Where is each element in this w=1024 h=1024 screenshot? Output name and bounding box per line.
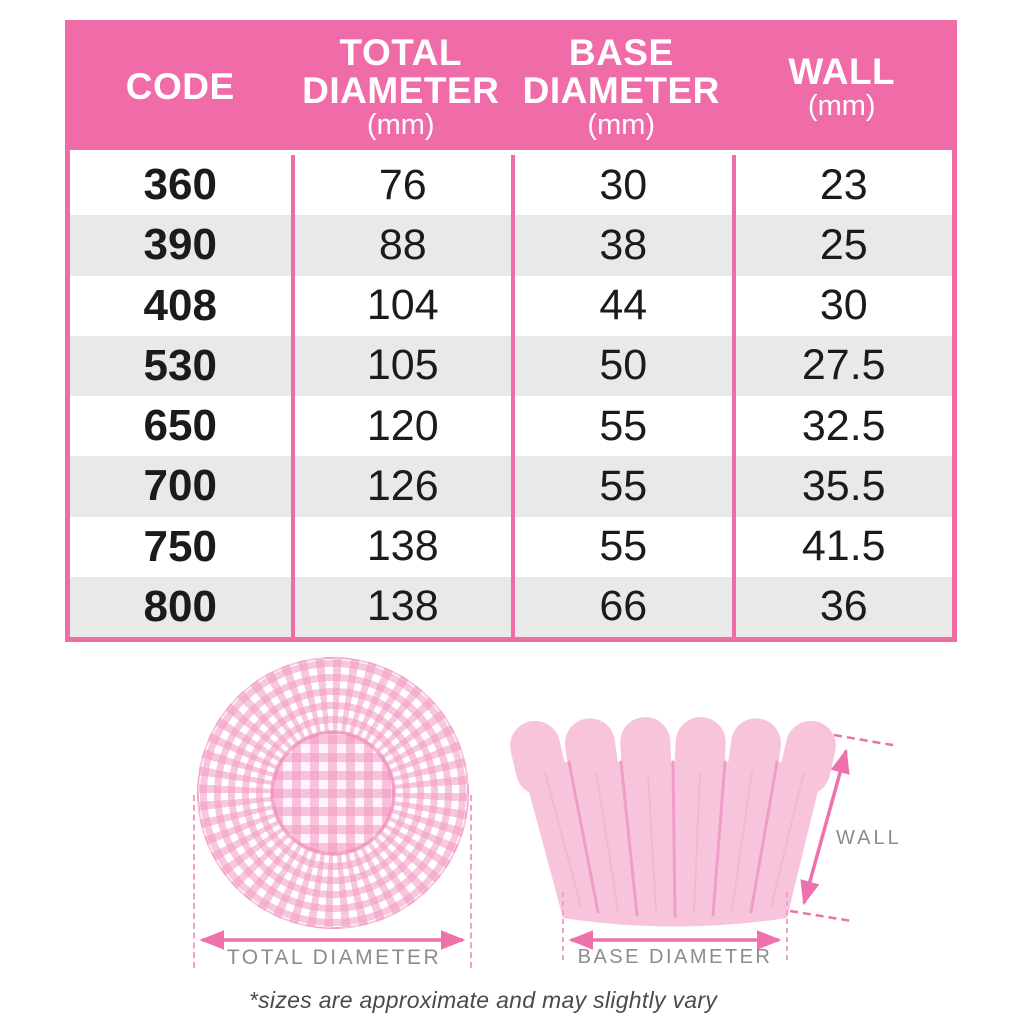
- cell-base-diameter: 66: [511, 576, 732, 637]
- cell-code: 530: [143, 340, 217, 390]
- cell-code: 750: [143, 521, 217, 571]
- cell-base-diameter: 55: [511, 396, 732, 457]
- header-label-wall: WALL: [788, 51, 896, 93]
- cell-code: 650: [143, 401, 217, 451]
- cell-total-diameter: 120: [290, 396, 512, 457]
- cell-base-diameter: 55: [511, 456, 732, 517]
- base-diameter-label: BASE DIAMETER: [577, 946, 773, 968]
- cell-total-diameter: 126: [290, 456, 512, 517]
- cell-total-diameter: 88: [290, 215, 512, 276]
- wall-dashed-top: [833, 733, 899, 748]
- wall-dashed-bottom: [789, 909, 853, 923]
- cell-code: 390: [143, 220, 217, 270]
- base-circle: [271, 731, 395, 855]
- cell-wall: 27.5: [731, 335, 953, 396]
- header-unit-base-diameter: (mm): [587, 109, 656, 142]
- table-row: 750 138 55 41.5: [70, 516, 953, 577]
- table-row: 800 138 66 36: [70, 576, 953, 637]
- cell-total-diameter: 76: [290, 155, 512, 216]
- cell-base-diameter: 38: [511, 215, 732, 276]
- cell-wall: 25: [731, 215, 953, 276]
- top-view-diagram: [197, 657, 469, 929]
- wall-arrow: [800, 748, 850, 906]
- header-cell-code: CODE: [70, 25, 291, 150]
- cell-base-diameter: 50: [511, 335, 732, 396]
- total-diameter-arrow: [199, 930, 466, 950]
- table-row: 650 120 55 32.5: [70, 396, 953, 457]
- cell-wall: 32.5: [731, 396, 953, 457]
- table-row: 408 104 44 30: [70, 275, 953, 336]
- size-table: CODE TOTAL DIAMETER (mm) BASE DIAMETER (…: [65, 20, 957, 642]
- table-header-row: CODE TOTAL DIAMETER (mm) BASE DIAMETER (…: [70, 25, 952, 155]
- total-diameter-label: TOTAL DIAMETER: [226, 946, 442, 969]
- header-unit-total-diameter: (mm): [366, 109, 435, 142]
- header-unit-wall: (mm): [807, 90, 876, 123]
- header-label-base-diameter: BASE DIAMETER: [522, 32, 720, 112]
- header-cell-base-diameter: BASE DIAMETER (mm): [511, 25, 732, 150]
- cell-wall: 36: [731, 576, 953, 637]
- dashed-extent-line-right: [470, 795, 472, 968]
- header-label-total-diameter: TOTAL DIAMETER: [302, 32, 500, 112]
- cup-crease-lines: [544, 771, 805, 913]
- cell-wall: 35.5: [731, 456, 953, 517]
- cell-wall: 23: [731, 155, 953, 216]
- cell-base-diameter: 55: [511, 516, 732, 577]
- cell-base-diameter: 44: [511, 275, 732, 336]
- cell-wall: 41.5: [731, 516, 953, 577]
- wall-label: WALL: [836, 827, 902, 849]
- dashed-extent-line-left: [193, 795, 195, 968]
- table-row: 390 88 38 25: [70, 215, 953, 276]
- cup-flute-lines: [567, 760, 779, 918]
- table-body: 360 76 30 23 390 88 38 25 408 104 44 30 …: [70, 155, 952, 637]
- header-cell-total-diameter: TOTAL DIAMETER (mm): [291, 25, 512, 150]
- footnote: *sizes are approximate and may slightly …: [248, 987, 718, 1013]
- side-view-diagram: [510, 717, 899, 964]
- table-row: 700 126 55 35.5: [70, 456, 953, 517]
- cell-total-diameter: 104: [290, 275, 512, 336]
- header-label-code: CODE: [125, 66, 235, 108]
- cell-code: 360: [143, 160, 217, 210]
- header-cell-wall: WALL (mm): [732, 25, 953, 150]
- cell-total-diameter: 138: [290, 576, 512, 637]
- table-row: 530 105 50 27.5: [70, 335, 953, 396]
- cell-base-diameter: 30: [511, 155, 732, 216]
- cell-total-diameter: 138: [290, 516, 512, 577]
- cell-code: 800: [143, 581, 217, 631]
- cell-wall: 30: [731, 275, 953, 336]
- cell-code: 408: [143, 280, 217, 330]
- cell-total-diameter: 105: [290, 335, 512, 396]
- cell-code: 700: [143, 461, 217, 511]
- table-row: 360 76 30 23: [70, 155, 953, 216]
